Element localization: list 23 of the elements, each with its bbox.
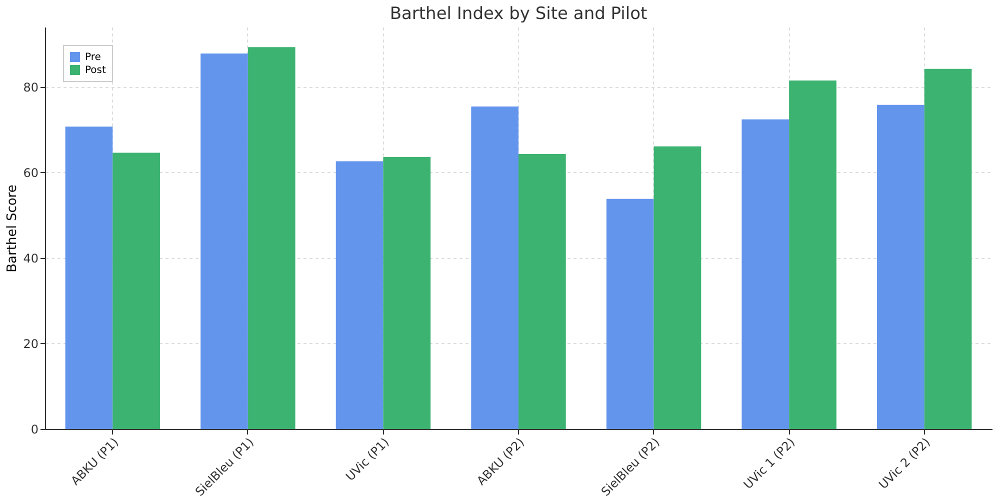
bar: [606, 198, 654, 429]
bar: [518, 154, 566, 429]
chart-title: Barthel Index by Site and Pilot: [390, 4, 648, 24]
bar: [248, 47, 296, 429]
bar: [924, 68, 972, 429]
legend-label: Pre: [85, 52, 101, 63]
bar: [654, 146, 702, 429]
bar: [200, 54, 248, 429]
y-tick-label: 80: [23, 80, 38, 94]
bar: [877, 104, 924, 429]
bar: [789, 80, 836, 429]
y-tick-label: 40: [23, 251, 38, 266]
legend-label: Post: [85, 65, 106, 76]
y-tick-label: 0: [30, 422, 38, 436]
bar: [112, 152, 160, 429]
y-axis-title: Barthel Score: [5, 184, 20, 272]
bar: [383, 157, 431, 429]
y-tick-label: 60: [23, 166, 38, 180]
bar: [471, 106, 518, 429]
y-tick-label: 20: [23, 336, 38, 351]
bar: [65, 126, 113, 429]
bar: [336, 161, 384, 429]
bar: [742, 119, 790, 429]
